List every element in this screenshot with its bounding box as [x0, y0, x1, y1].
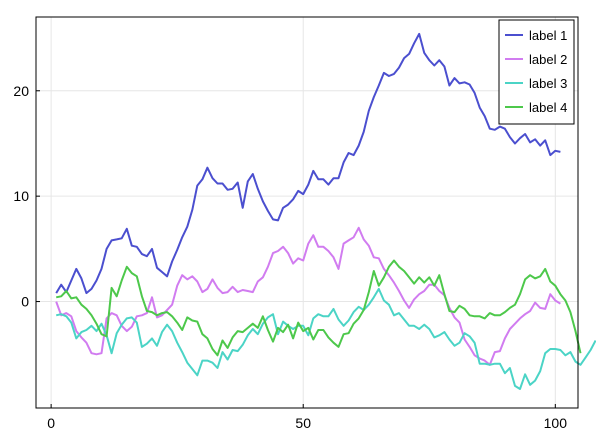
series-line-4 — [56, 259, 582, 357]
legend-label-3: label 3 — [529, 76, 567, 91]
series-lines — [55, 32, 596, 390]
legend-label-2: label 2 — [529, 52, 567, 67]
x-tick-label: 50 — [295, 415, 311, 431]
x-tick-label: 0 — [47, 415, 55, 431]
legend-label-4: label 4 — [529, 100, 567, 115]
grid-lines — [36, 17, 578, 408]
y-tick-label: 10 — [13, 188, 29, 204]
plot-frame — [35, 16, 579, 409]
axis-ticks: 0 50 100 0 10 20 — [13, 83, 567, 431]
series-line-1 — [55, 32, 561, 295]
series-line-2 — [55, 226, 561, 366]
series-line-3 — [55, 287, 596, 390]
y-tick-label: 0 — [21, 294, 29, 310]
legend: label 1 label 2 label 3 label 4 — [498, 19, 575, 125]
x-tick-label: 100 — [544, 415, 568, 431]
y-tick-label: 20 — [13, 83, 29, 99]
legend-label-1: label 1 — [529, 28, 567, 43]
